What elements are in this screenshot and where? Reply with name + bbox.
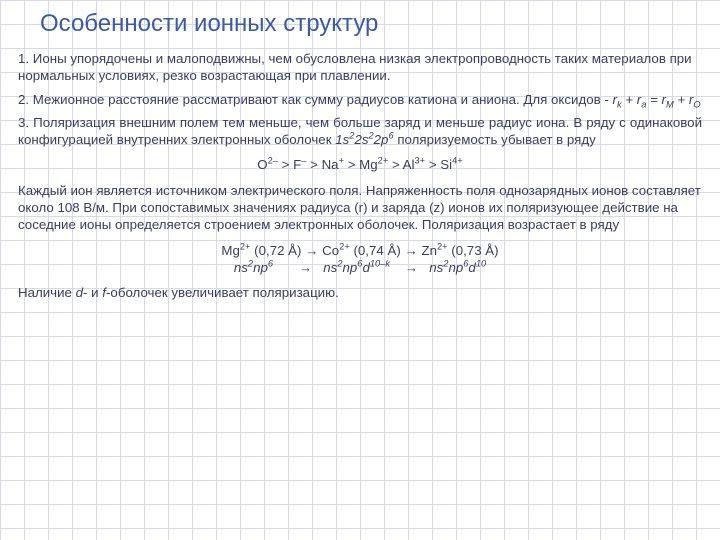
paragraph-4: Каждый ион является источником электриче… xyxy=(18,182,702,234)
p3-text-post: поляризуемость убывает в ряду xyxy=(394,132,596,147)
p3-config: 1s22s22p6 xyxy=(335,132,393,147)
ion-series-1: O2– > F– > Na+ > Mg2+ > Al3+ > Si4+ xyxy=(16,156,704,173)
paragraph-3: 3. Поляризация внешним полем тем меньше,… xyxy=(18,114,702,149)
slide-title: Особенности ионных структур xyxy=(16,6,704,44)
paragraph-5: Наличие d- и f-оболочек увеличивает поля… xyxy=(18,284,702,301)
p2-formula: rk + ra = rM + rO xyxy=(613,92,701,107)
ion-series-2: Mg2+ (0,72 Å) → Co2+ (0,74 Å) → Zn2+ (0,… xyxy=(16,242,704,259)
paragraph-1: 1. Ионы упорядочены и малоподвижны, чем … xyxy=(18,50,702,85)
p2-text: 2. Межионное расстояние рассматривают ка… xyxy=(18,92,613,107)
slide: Особенности ионных структур 1. Ионы упор… xyxy=(0,0,720,317)
paragraph-2: 2. Межионное расстояние рассматривают ка… xyxy=(18,91,702,108)
electron-config-series: ns2np6 → ns2np6d10–k → ns2np6d10 xyxy=(16,259,704,276)
